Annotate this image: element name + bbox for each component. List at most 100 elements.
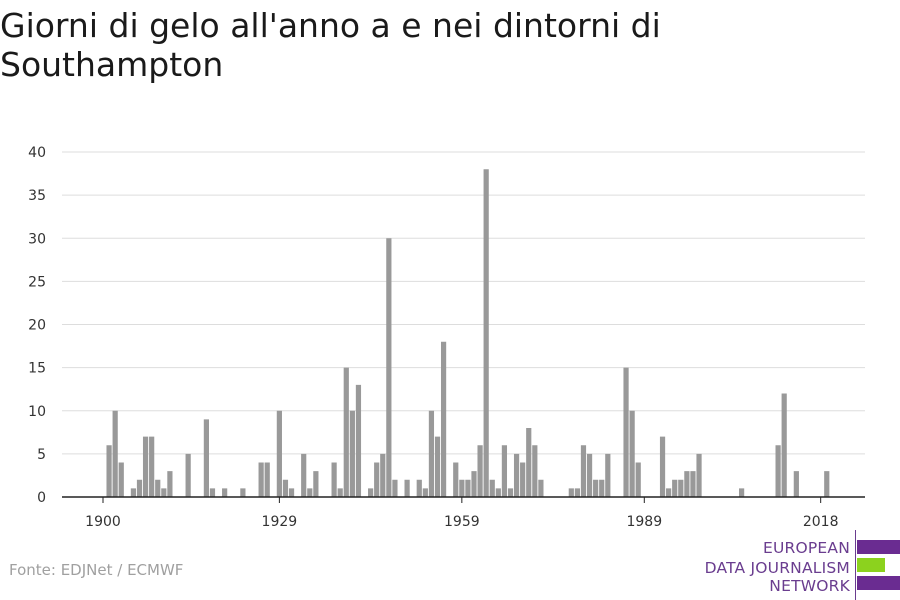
- bar-1961: [471, 471, 477, 497]
- bar-1997: [690, 471, 696, 497]
- bar-1942: [355, 384, 362, 497]
- y-tick-label: 5: [37, 447, 46, 463]
- bar-1986: [623, 367, 629, 497]
- logo-line-2: DATA JOURNALISM: [704, 559, 850, 577]
- bar-1945: [374, 462, 380, 497]
- y-tick-label: 25: [28, 274, 46, 290]
- x-tick-label: 1900: [85, 514, 121, 530]
- bar-1926: [258, 462, 264, 497]
- logo-bar-purple-top: [857, 540, 900, 554]
- y-tick-label: 0: [37, 490, 46, 506]
- bar-2011: [775, 445, 781, 497]
- y-tick-label: 35: [28, 188, 46, 204]
- bar-1963: [483, 169, 489, 497]
- bar-1939: [337, 488, 343, 497]
- bar-1944: [368, 488, 374, 497]
- bar-2012: [781, 393, 787, 497]
- x-tick-label: 1989: [626, 514, 662, 530]
- bar-1977: [568, 488, 574, 497]
- bar-1934: [307, 488, 313, 497]
- bar-1968: [513, 453, 520, 497]
- bar-1935: [313, 471, 319, 497]
- bar-1952: [416, 479, 422, 497]
- bar-1903: [118, 462, 124, 497]
- bar-1914: [185, 453, 191, 497]
- bar-1930: [282, 479, 289, 497]
- bar-1927: [264, 462, 270, 497]
- bar-1965: [495, 488, 501, 497]
- bar-1998: [696, 453, 702, 497]
- bar-1982: [599, 479, 605, 497]
- bar-1980: [586, 453, 593, 497]
- x-axis-ticks: 1900 1929 1959 1989 2018: [85, 497, 838, 530]
- bar-1920: [222, 488, 228, 497]
- bar-1978: [574, 488, 580, 497]
- bars: [106, 169, 830, 497]
- bar-1933: [301, 453, 307, 497]
- gridlines: [62, 151, 865, 455]
- bar-1929: [276, 410, 282, 497]
- bar-1971: [532, 445, 538, 497]
- bar-1923: [240, 488, 246, 497]
- bar-1956: [440, 341, 447, 497]
- logo-line-1: EUROPEAN: [762, 539, 850, 557]
- y-axis-ticks: 0 5 10 15 20 25 30 35 40: [28, 145, 46, 506]
- bar-1987: [629, 410, 635, 497]
- bar-1901: [106, 445, 112, 497]
- bar-1940: [343, 367, 349, 497]
- bar-1902: [112, 410, 118, 497]
- bar-1906: [136, 479, 143, 497]
- bar-1993: [666, 488, 672, 497]
- bar-1917: [203, 419, 209, 497]
- y-tick-label: 30: [28, 231, 46, 247]
- bar-1955: [434, 436, 441, 497]
- bar-1964: [489, 479, 495, 497]
- bar-1962: [477, 445, 483, 497]
- x-tick-label: 2018: [803, 514, 839, 530]
- source-note: Fonte: EDJNet / ECMWF: [9, 561, 184, 579]
- bar-1960: [465, 479, 471, 497]
- logo-line-3: NETWORK: [769, 577, 850, 595]
- bar-1981: [593, 479, 599, 497]
- bar-1905: [130, 488, 137, 497]
- bar-1907: [142, 436, 149, 497]
- bar-1969: [520, 462, 526, 497]
- bar-1908: [149, 436, 155, 497]
- chart-title: Giorni di gelo all'anno a e nei dintorni…: [0, 6, 661, 84]
- bar-1988: [635, 462, 641, 497]
- x-tick-label: 1929: [262, 514, 298, 530]
- bar-1979: [580, 445, 587, 497]
- logo-bar-green: [857, 558, 885, 572]
- bar-1941: [349, 410, 355, 497]
- y-tick-label: 15: [28, 361, 46, 377]
- bar-1918: [209, 488, 216, 497]
- y-tick-label: 20: [28, 318, 46, 334]
- edjnet-logo: EUROPEAN DATA JOURNALISM NETWORK: [700, 530, 900, 600]
- bar-1992: [659, 436, 666, 497]
- bar-2005: [739, 488, 745, 497]
- bar-1970: [526, 428, 532, 497]
- bar-1947: [386, 238, 392, 497]
- bar-1966: [501, 445, 508, 497]
- bar-1954: [428, 410, 435, 497]
- y-tick-label: 10: [28, 404, 46, 420]
- bar-1938: [331, 462, 337, 497]
- bar-1995: [678, 479, 684, 497]
- bar-1958: [453, 462, 459, 497]
- bar-1994: [672, 479, 678, 497]
- bar-1946: [380, 453, 386, 497]
- bar-1972: [538, 479, 544, 497]
- bar-1910: [161, 488, 167, 497]
- x-tick-label: 1959: [444, 514, 480, 530]
- bar-1959: [459, 479, 465, 497]
- bar-1996: [684, 471, 690, 497]
- bar-1931: [288, 488, 295, 497]
- bar-1967: [507, 488, 514, 497]
- bar-1948: [392, 479, 398, 497]
- bar-1953: [422, 488, 428, 497]
- y-tick-label: 40: [28, 145, 46, 161]
- bar-2014: [793, 471, 799, 497]
- logo-bar-purple-bottom: [857, 576, 900, 590]
- bar-1950: [404, 479, 410, 497]
